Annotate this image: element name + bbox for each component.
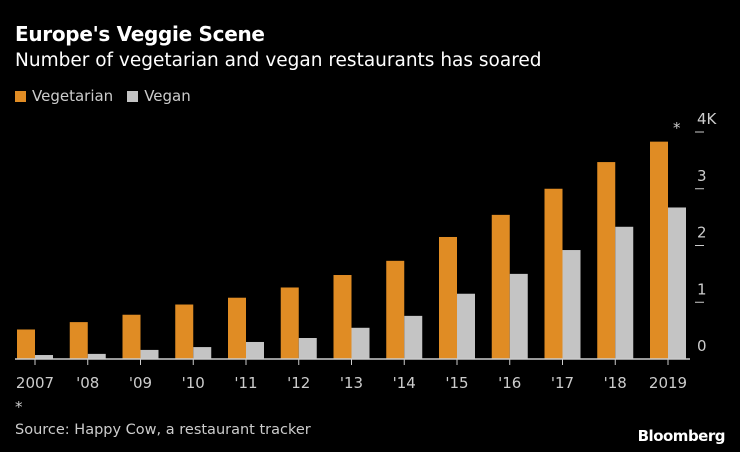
legend-label: Vegetarian [32,87,114,105]
bar-vegetarian [122,314,141,359]
bar-vegetarian [228,297,246,359]
x-tick-label: 2019 [649,374,687,392]
legend-swatch-vegan [127,91,139,102]
y-tick-label: 4K [697,110,718,128]
bar-vegan [193,347,212,359]
bar-vegetarian [280,287,299,359]
source-note: Source: Happy Cow, a restaurant tracker [15,422,311,438]
x-tick-label: '10 [182,374,205,392]
bar-vegan [509,273,528,359]
y-tick-label: 1 [697,280,707,298]
legend-item-vegan: Vegan [127,87,191,105]
y-tick-label: 3 [697,167,707,185]
chart-subtitle: Number of vegetarian and vegan restauran… [15,50,542,71]
x-tick-label: '08 [76,374,99,392]
x-tick-label: '14 [393,374,416,392]
x-tick-label: '09 [129,374,152,392]
bar-vegetarian [439,236,457,359]
bar-vegan [351,327,370,359]
legend: Vegetarian Vegan [15,87,191,105]
x-tick-label: '18 [604,374,627,392]
bar-vegetarian [333,275,352,359]
bar-vegetarian [491,214,510,359]
chart-title: Europe's Veggie Scene [15,22,265,46]
annotation-asterisk: * [15,398,23,416]
y-tick-label: 2 [697,224,707,242]
bar-vegan [87,353,106,359]
x-tick-label: '13 [340,374,363,392]
bar-vegan [246,341,264,359]
bloomberg-logo: Bloomberg [637,427,726,445]
x-tick-label: '17 [551,374,574,392]
bar-vegan [35,355,53,359]
bar-vegan [562,250,581,359]
bar-vegan [298,338,317,359]
bar-vegetarian [175,304,194,359]
x-tick-label: '12 [287,374,310,392]
bar-vegetarian [386,260,405,359]
bar-vegetarian [17,329,35,359]
bar-vegan [668,207,686,359]
y-tick-label: 0 [697,337,707,355]
bar-vegetarian [597,162,616,359]
bar-vegan [140,349,159,359]
bar-vegetarian [650,141,668,359]
bar-vegan [404,315,423,359]
bar-vegetarian [544,188,563,359]
annotation-asterisk: * [673,119,681,137]
bar-vegan [615,226,634,359]
bar-vegetarian [69,322,88,359]
x-tick-label: 2007 [16,374,54,392]
legend-label: Vegan [144,87,191,105]
legend-swatch-vegetarian [15,91,26,102]
legend-item-vegetarian: Vegetarian [15,87,113,105]
x-tick-label: '16 [498,374,521,392]
x-tick-label: '11 [234,374,257,392]
bar-vegan [457,293,475,359]
x-tick-label: '15 [445,374,468,392]
